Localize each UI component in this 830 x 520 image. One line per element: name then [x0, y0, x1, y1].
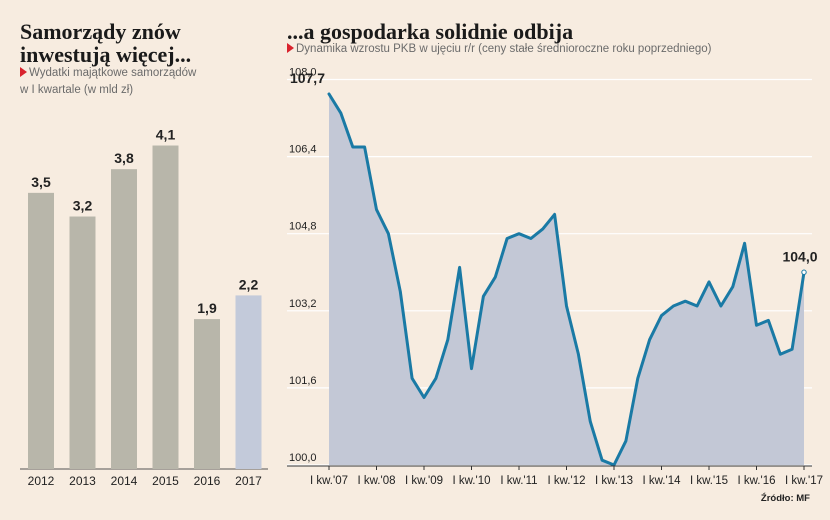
- x-tick-label: I kw.'12: [548, 475, 586, 487]
- x-tick-label: I kw.'11: [500, 475, 537, 487]
- bar-category-label: 2014: [111, 474, 138, 488]
- gdp-area-fill: [329, 94, 804, 465]
- source-note: Źródło: MF: [760, 493, 810, 504]
- x-tick-label: I kw.'10: [453, 475, 491, 487]
- left-chart-title: Samorządy znów inwestują więcej...: [20, 20, 191, 66]
- bar-2012: [28, 192, 54, 469]
- bar-2017: [235, 295, 262, 469]
- bar-value-label: 3,8: [114, 150, 134, 166]
- y-tick-label: 100,0: [289, 452, 317, 464]
- y-tick-label: 101,6: [289, 375, 317, 387]
- gdp-series-line: [327, 92, 806, 467]
- right-chart-subtitle: Dynamika wzrostu PKB w ujęciu r/r (ceny …: [287, 41, 711, 58]
- red-triangle-icon: [20, 67, 27, 77]
- y-tick-label: 106,4: [289, 144, 317, 156]
- x-tick-label: I kw.'17: [785, 475, 823, 487]
- bar-value-label: 3,2: [73, 198, 93, 214]
- x-tick-label: I kw.'09: [405, 475, 443, 487]
- left-subtitle-line2: w I kwartale (w mld zł): [20, 84, 134, 96]
- bar-category-label: 2015: [152, 474, 179, 488]
- y-tick-label: 104,8: [289, 221, 317, 233]
- right-chart-title: ...a gospodarka solidnie odbija: [287, 20, 573, 43]
- bar-category-label: 2017: [235, 474, 262, 488]
- bar-category-label: 2012: [28, 474, 55, 488]
- y-tick-label: 108,0: [289, 67, 317, 79]
- data-point-label: 107,7: [290, 70, 325, 86]
- bar-value-label: 4,1: [156, 127, 176, 143]
- x-tick-label: I kw.'15: [690, 475, 728, 487]
- bar-chart: 3,5 2012 3,2 2013 3,8 2014 4,1 2015 1,9 2016 2,2 20…: [20, 127, 268, 488]
- right-subtitle-text: Dynamika wzrostu PKB w ujęciu r/r (ceny …: [296, 43, 712, 55]
- bar-value-label: 2,2: [239, 276, 259, 292]
- left-subtitle-line1: Wydatki majątkowe samorządów: [29, 67, 197, 79]
- bar-category-label: 2016: [194, 474, 221, 488]
- x-tick-label: I kw.'13: [595, 475, 633, 487]
- bar-2013: [69, 216, 96, 469]
- right-title-text: ...a gospodarka solidnie odbija: [287, 19, 574, 44]
- bar-2016: [194, 319, 220, 469]
- y-tick-label: 103,2: [289, 298, 317, 310]
- x-tick-label: I kw.'14: [643, 475, 682, 487]
- data-point-label: 104,0: [782, 248, 817, 264]
- left-title-line2: inwestują więcej...: [20, 42, 192, 67]
- bar-2015: [152, 145, 179, 469]
- bar-category-label: 2013: [69, 474, 96, 488]
- x-tick-label: I kw.'08: [358, 475, 396, 487]
- end-point-marker: [801, 269, 807, 275]
- x-tick-label: I kw.'07: [310, 475, 348, 487]
- left-chart-subtitle: Wydatki majątkowe samorządów w I kwartal…: [20, 65, 196, 99]
- red-triangle-icon: [287, 43, 294, 53]
- x-tick-label: I kw.'16: [738, 475, 776, 487]
- bar-2014: [111, 169, 137, 469]
- left-title-line1: Samorządy znów: [20, 19, 181, 44]
- bar-value-label: 3,5: [31, 174, 51, 190]
- bar-value-label: 1,9: [197, 300, 217, 316]
